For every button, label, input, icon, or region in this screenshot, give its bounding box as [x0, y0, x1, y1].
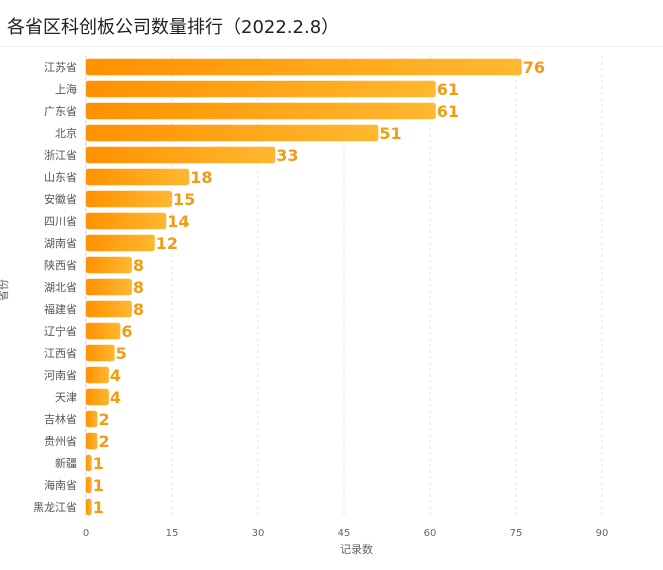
y-tick-label: 福建省 [44, 302, 77, 316]
value-label: 4 [110, 366, 121, 385]
bar[interactable] [86, 102, 436, 120]
bar[interactable] [86, 454, 92, 472]
bar[interactable] [86, 388, 109, 406]
bar[interactable] [86, 366, 109, 384]
y-tick-label: 江西省 [44, 347, 77, 360]
value-label: 5 [116, 344, 127, 363]
y-tick-labels: 江苏省上海广东省北京浙江省山东省安徽省四川省湖南省陕西省湖北省福建省辽宁省江西省… [33, 61, 77, 514]
x-tick-labels: 0 15 30 45 60 75 90 [83, 528, 609, 539]
title-divider [0, 46, 663, 47]
y-tick-label: 陕西省 [44, 258, 77, 272]
y-tick-label: 浙江省 [44, 149, 77, 162]
bar[interactable] [86, 80, 436, 98]
y-axis-title: 省份 [0, 279, 10, 301]
bars [86, 58, 522, 516]
x-tick-label: 0 [83, 528, 89, 539]
y-tick-label: 北京 [55, 126, 77, 140]
x-tick-label: 15 [166, 528, 179, 539]
value-label: 8 [133, 300, 144, 319]
y-axis-title-wrap: 省份 [0, 270, 24, 310]
y-tick-label: 贵州省 [44, 435, 77, 448]
y-tick-label: 河南省 [44, 369, 77, 382]
y-tick-label: 江苏省 [44, 61, 77, 74]
y-tick-label: 黑龙江省 [33, 501, 77, 514]
value-label: 4 [110, 388, 121, 407]
y-tick-label: 新疆 [55, 456, 77, 470]
bar[interactable] [86, 146, 276, 164]
bar[interactable] [86, 476, 92, 494]
bar[interactable] [86, 190, 172, 208]
bar[interactable] [86, 300, 132, 318]
value-label: 76 [523, 58, 545, 77]
bar[interactable] [86, 344, 115, 362]
value-label: 2 [98, 410, 109, 429]
bar[interactable] [86, 168, 190, 186]
value-label: 1 [93, 454, 104, 473]
value-label: 8 [133, 278, 144, 297]
bar[interactable] [86, 124, 379, 142]
bar[interactable] [86, 498, 92, 516]
y-tick-label: 湖南省 [44, 237, 77, 250]
x-tick-label: 30 [252, 528, 265, 539]
value-label: 51 [379, 124, 401, 143]
value-label: 61 [437, 102, 459, 121]
value-label: 8 [133, 256, 144, 275]
bar[interactable] [86, 212, 167, 230]
y-tick-label: 湖北省 [44, 281, 77, 294]
y-tick-label: 安徽省 [44, 192, 77, 206]
bar[interactable] [86, 432, 98, 450]
value-label: 6 [121, 322, 132, 341]
value-label: 33 [276, 146, 298, 165]
value-label: 1 [93, 498, 104, 517]
x-axis-title: 记录数 [340, 543, 373, 556]
value-label: 1 [93, 476, 104, 495]
x-tick-label: 45 [338, 528, 351, 539]
bar[interactable] [86, 58, 522, 76]
value-label: 15 [173, 190, 195, 209]
x-tick-label: 60 [424, 528, 437, 539]
y-tick-label: 广东省 [44, 105, 77, 118]
bar[interactable] [86, 322, 121, 340]
y-tick-label: 山东省 [44, 171, 77, 184]
y-tick-label: 海南省 [44, 478, 77, 492]
bar[interactable] [86, 410, 98, 428]
y-tick-label: 上海 [55, 82, 77, 96]
y-tick-label: 天津 [55, 391, 77, 404]
bar[interactable] [86, 278, 132, 296]
gridlines [171, 56, 603, 518]
x-tick-label: 90 [596, 528, 609, 539]
bar[interactable] [86, 234, 155, 252]
value-label: 61 [437, 80, 459, 99]
y-tick-label: 四川省 [44, 215, 77, 228]
value-label: 2 [98, 432, 109, 451]
value-label: 14 [167, 212, 189, 231]
value-label: 12 [156, 234, 178, 253]
chart-title: 各省区科创板公司数量排行（2022.2.8） [7, 17, 340, 38]
x-tick-label: 75 [510, 528, 523, 539]
value-label: 18 [190, 168, 212, 187]
bar[interactable] [86, 256, 132, 274]
y-tick-label: 辽宁省 [44, 324, 77, 338]
y-tick-label: 吉林省 [44, 412, 77, 426]
